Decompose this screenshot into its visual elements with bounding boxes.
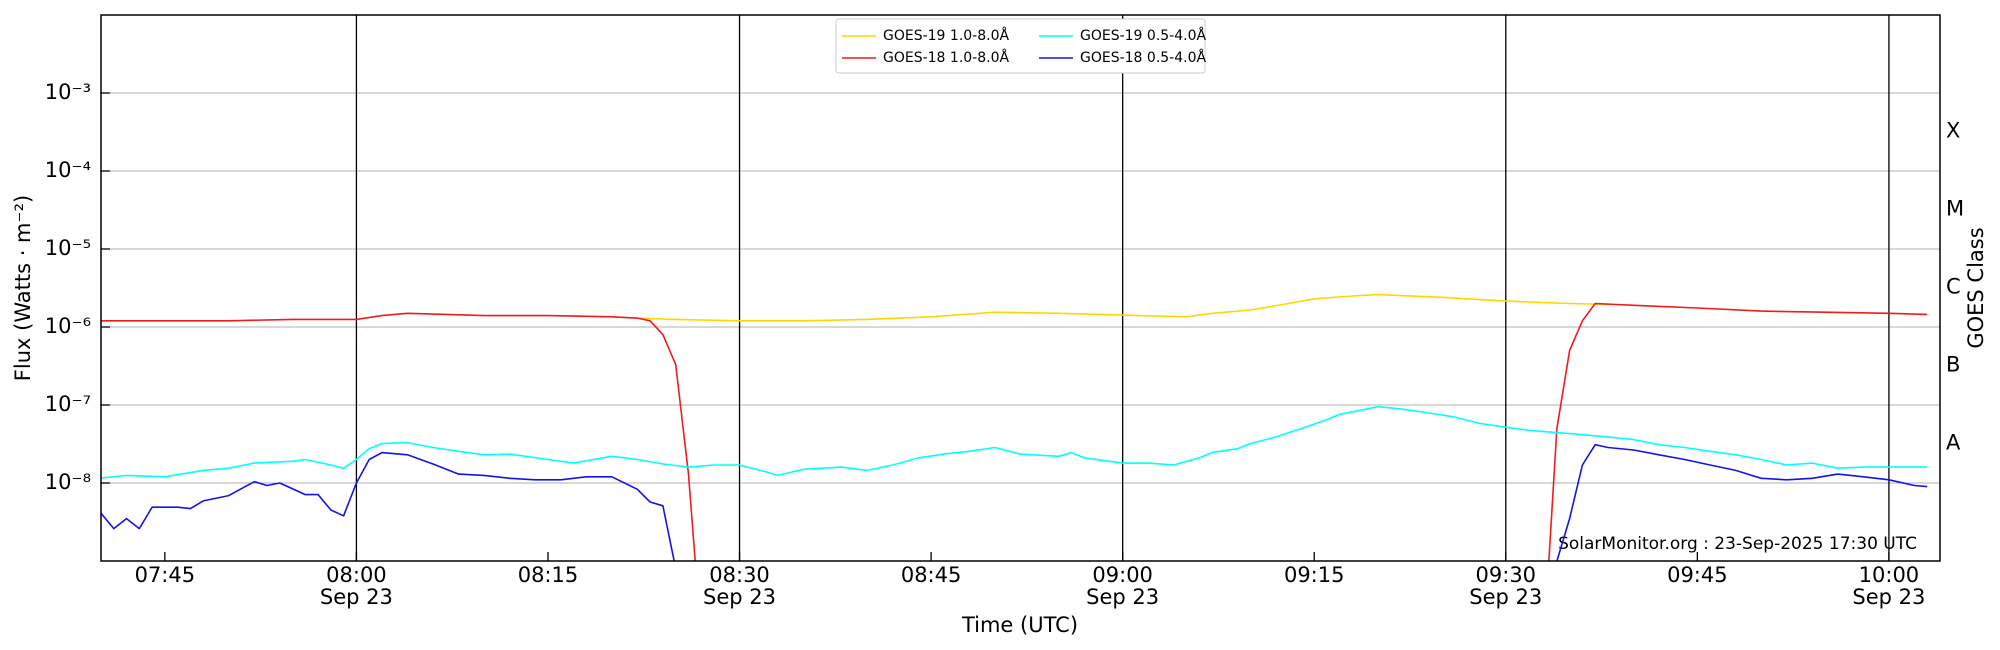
series-line (1548, 302, 1928, 561)
x-tick-label: 07:45 (135, 563, 196, 587)
x-axis-label: Time (UTC) (961, 613, 1078, 637)
x-tick-date: Sep 23 (1852, 585, 1925, 609)
y-tick-label: 10⁻⁷ (45, 392, 91, 416)
plot-area (101, 293, 1928, 561)
x-tick-date: Sep 23 (320, 585, 393, 609)
x-tick-date: Sep 23 (1086, 585, 1159, 609)
x-tick-label: 08:30 (709, 563, 770, 587)
series-line (101, 451, 675, 561)
y2-tick-label: C (1946, 275, 1961, 299)
series-line (637, 293, 1609, 322)
y2-axis-label: GOES Class (1964, 227, 1988, 348)
x-tick-label: 08:00 (326, 563, 387, 587)
x-tick-label: 09:15 (1284, 563, 1345, 587)
annotation: SolarMonitor.org : 23-Sep-2025 17:30 UTC (1558, 534, 1917, 554)
y-tick-label: 10⁻³ (45, 80, 91, 104)
x-tick-date: Sep 23 (703, 585, 776, 609)
y-tick-label: 10⁻⁴ (45, 158, 91, 182)
legend-label: GOES-18 1.0-8.0Å (883, 49, 1009, 66)
y-tick-label: 10⁻⁶ (45, 314, 91, 338)
y-tick-label: 10⁻⁸ (45, 470, 91, 494)
x-tick-label: 10:00 (1859, 563, 1920, 587)
legend-label: GOES-19 1.0-8.0Å (883, 27, 1009, 44)
legend-label: GOES-19 0.5-4.0Å (1080, 27, 1206, 44)
series-line (101, 405, 1928, 479)
series-line (1556, 443, 1928, 561)
y2-tick-label: M (1946, 197, 1964, 221)
series-line (101, 312, 696, 561)
plot-frame (100, 14, 1941, 562)
y2-tick-label: A (1946, 431, 1961, 455)
x-tick-label: 08:15 (518, 563, 579, 587)
y-axis-label: Flux (Watts · m⁻²) (11, 195, 35, 381)
legend-label: GOES-18 0.5-4.0Å (1080, 49, 1206, 66)
x-tick-label: 09:00 (1092, 563, 1153, 587)
y2-tick-label: B (1946, 353, 1960, 377)
x-tick-label: 08:45 (901, 563, 962, 587)
x-tick-date: Sep 23 (1469, 585, 1542, 609)
y2-tick-label: X (1946, 119, 1960, 143)
legend-box (835, 18, 1206, 74)
x-tick-label: 09:30 (1476, 563, 1537, 587)
y-tick-label: 10⁻⁵ (45, 236, 91, 260)
x-tick-label: 09:45 (1667, 563, 1728, 587)
